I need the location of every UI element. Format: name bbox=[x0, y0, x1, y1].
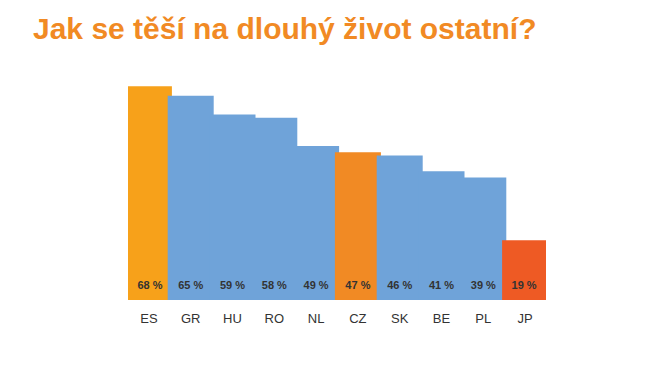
svg-text:65 %: 65 % bbox=[178, 279, 203, 291]
svg-text:Jak se těší na dlouhý život os: Jak se těší na dlouhý život ostatní? bbox=[33, 12, 536, 45]
svg-text:59 %: 59 % bbox=[220, 279, 245, 291]
svg-text:19 %: 19 % bbox=[512, 279, 537, 291]
svg-text:ES: ES bbox=[140, 311, 158, 326]
svg-text:58 %: 58 % bbox=[262, 279, 287, 291]
svg-text:RO: RO bbox=[265, 311, 285, 326]
svg-text:68 %: 68 % bbox=[137, 279, 162, 291]
svg-text:47 %: 47 % bbox=[345, 279, 370, 291]
svg-text:CZ: CZ bbox=[349, 311, 366, 326]
svg-text:GR: GR bbox=[181, 311, 201, 326]
svg-text:PL: PL bbox=[475, 311, 491, 326]
svg-text:SK: SK bbox=[391, 311, 409, 326]
svg-text:49 %: 49 % bbox=[304, 279, 329, 291]
svg-text:46 %: 46 % bbox=[387, 279, 412, 291]
svg-text:JP: JP bbox=[518, 311, 533, 326]
svg-text:41 %: 41 % bbox=[429, 279, 454, 291]
svg-text:NL: NL bbox=[308, 311, 325, 326]
svg-text:HU: HU bbox=[223, 311, 242, 326]
svg-text:BE: BE bbox=[433, 311, 451, 326]
svg-text:39 %: 39 % bbox=[471, 279, 496, 291]
